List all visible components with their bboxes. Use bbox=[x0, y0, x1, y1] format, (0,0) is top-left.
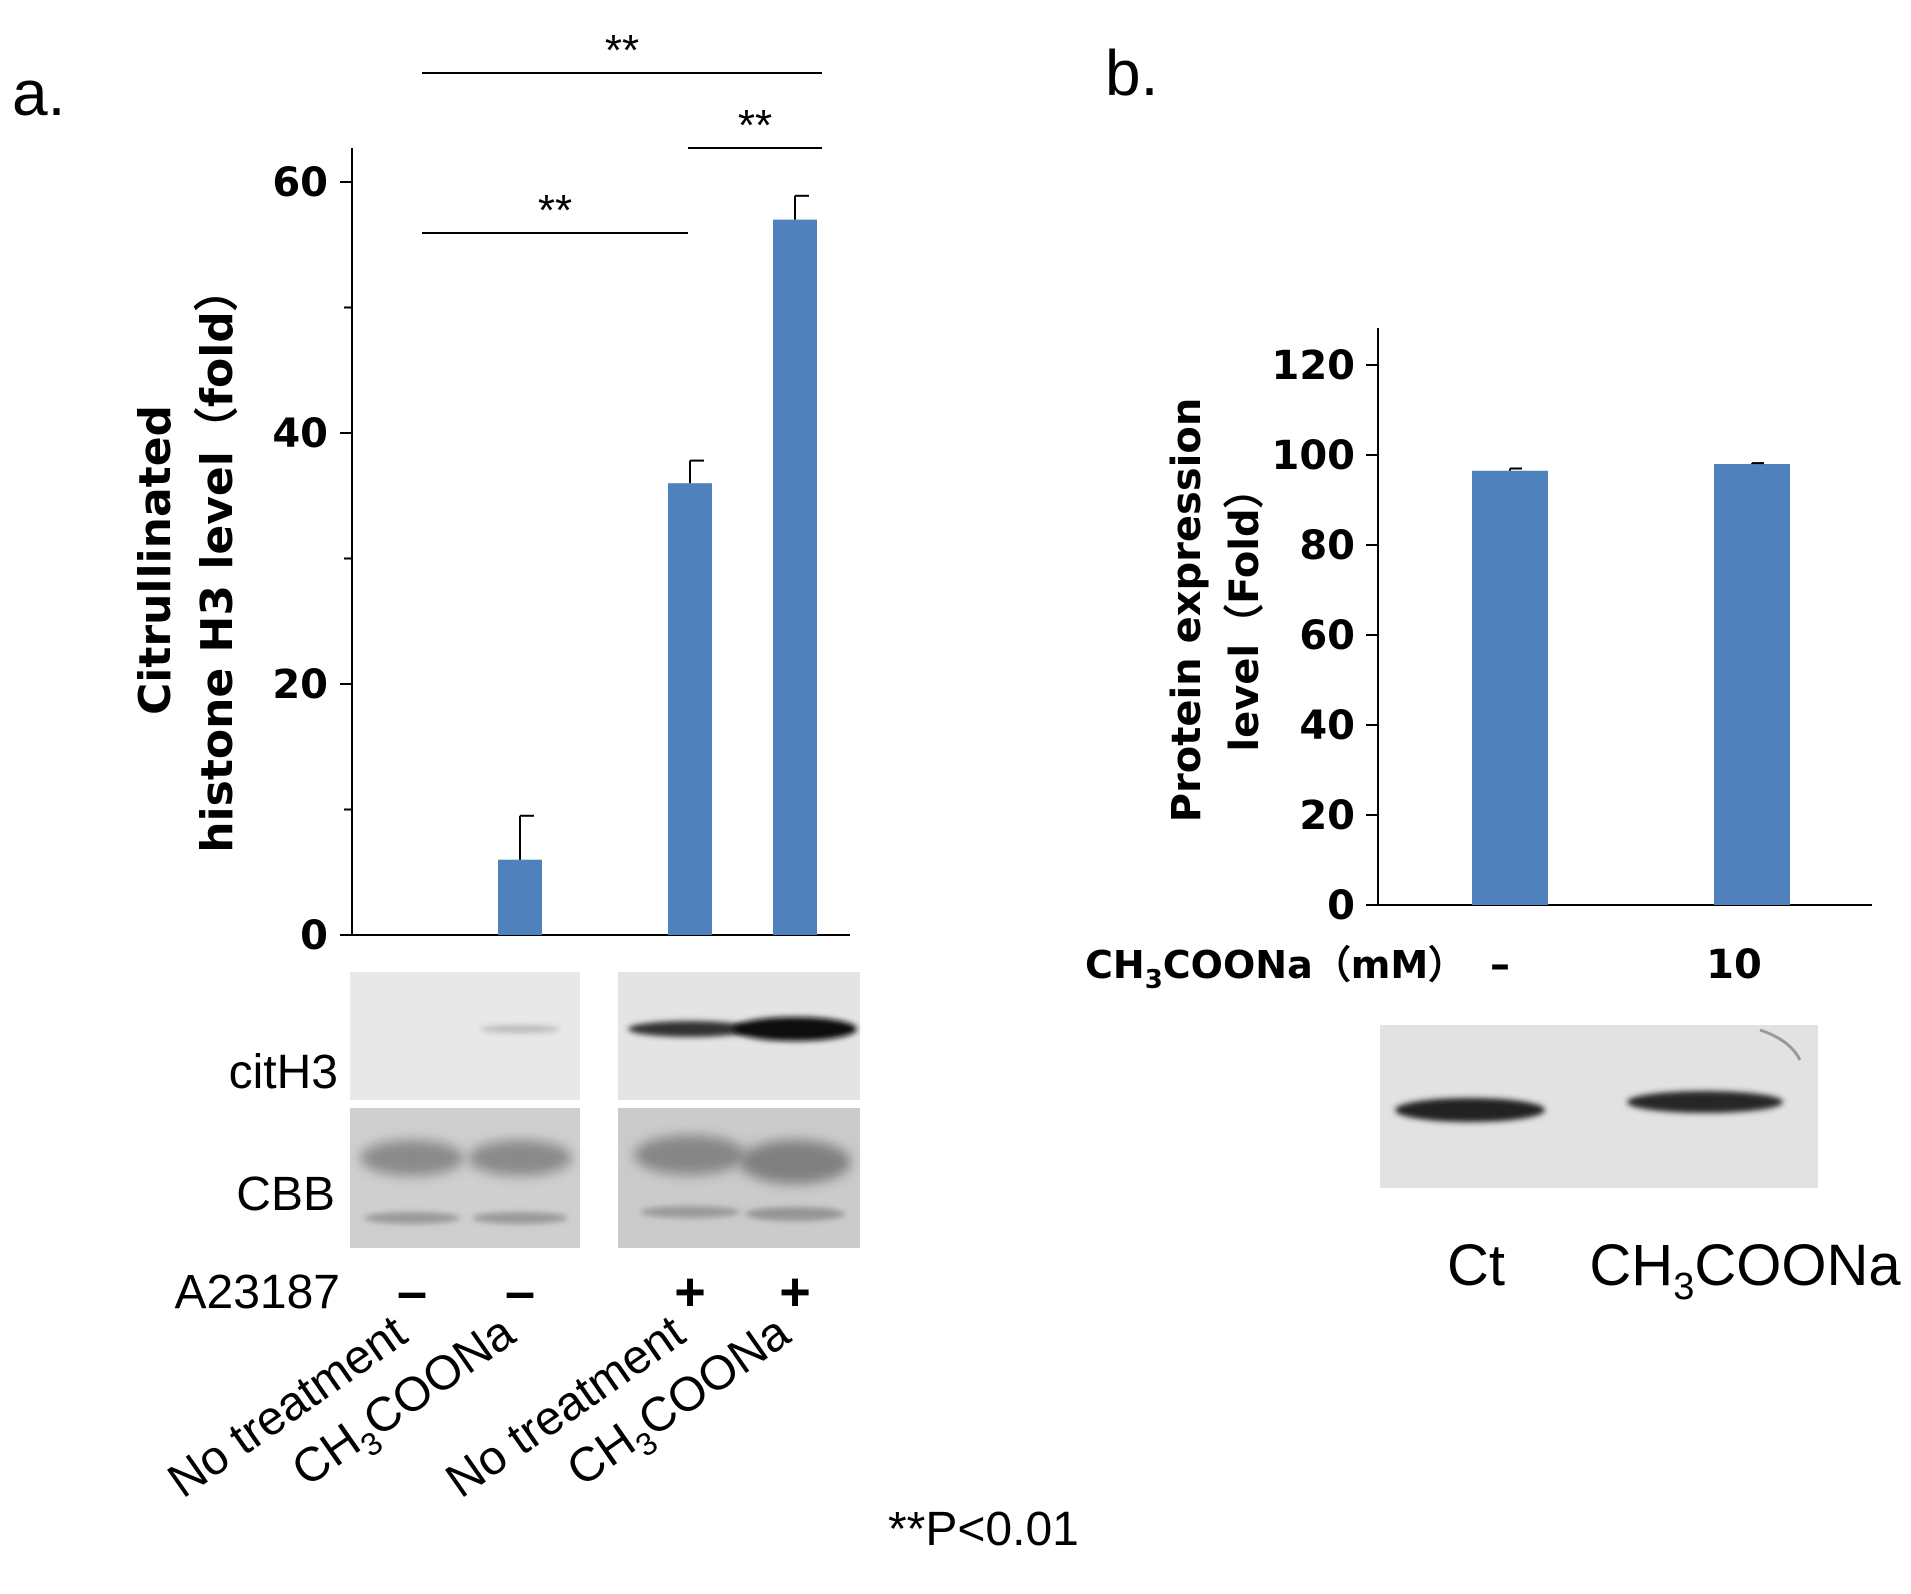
panel-b-tick-label-20: 20 bbox=[1299, 793, 1355, 839]
citH3-band-lane2 bbox=[480, 1025, 560, 1033]
cbb-lower-band-lane2 bbox=[472, 1212, 568, 1224]
panel-b-blot bbox=[1380, 1025, 1818, 1188]
panel-a-tick-label-0: 0 bbox=[300, 913, 328, 959]
cbb-lower-band-lane3 bbox=[640, 1206, 740, 1218]
panel-a-treatment-signs: – – + + bbox=[397, 1262, 811, 1322]
panel-b-label: b. bbox=[1105, 37, 1158, 109]
panel-b-bars bbox=[1472, 462, 1790, 905]
blot-label-cbb: CBB bbox=[236, 1168, 335, 1221]
panel-b-lane-label-ct: Ct bbox=[1447, 1233, 1505, 1298]
panel-a-sign-1: – bbox=[505, 1262, 535, 1322]
cbb-lower-band-lane4 bbox=[745, 1207, 845, 1221]
cbb-band-lane3 bbox=[634, 1135, 746, 1175]
panel-a-y-label-line2: histone H3 level（fold） bbox=[192, 267, 243, 853]
panel-b-lane-label-ch3coona: CH3COONa bbox=[1589, 1233, 1901, 1308]
panel-a-sig-label-2: ** bbox=[538, 186, 572, 235]
cbb-band-lane2 bbox=[468, 1140, 572, 1176]
panel-b-y-label: Protein expression level（Fold） bbox=[1164, 398, 1268, 823]
panel-b-tick-label-120: 120 bbox=[1272, 343, 1356, 389]
panel-b: b. 0 20 40 60 80 100 120 Protein expression le… bbox=[1085, 37, 1901, 1308]
panel-b-band-ch3coona bbox=[1627, 1091, 1783, 1113]
panel-b-bar-0 bbox=[1472, 470, 1548, 905]
panel-a-bar-2 bbox=[668, 483, 712, 935]
panel-b-band-ct bbox=[1395, 1098, 1545, 1122]
panel-a-tick-label-20: 20 bbox=[272, 662, 328, 708]
panel-b-x-label-main: CH bbox=[1085, 943, 1145, 987]
panel-b-lane-label-main: CH bbox=[1589, 1233, 1673, 1298]
panel-a-sign-2: + bbox=[674, 1262, 706, 1322]
panel-a-sign-3: + bbox=[779, 1262, 811, 1322]
panel-a-bars bbox=[498, 194, 817, 935]
panel-a-bar-1 bbox=[498, 859, 542, 935]
cbb-lower-band-lane1 bbox=[364, 1212, 460, 1224]
panel-b-tick-label-100: 100 bbox=[1272, 433, 1356, 479]
panel-b-tick-label-80: 80 bbox=[1299, 523, 1355, 569]
panel-a-tick-label-40: 40 bbox=[272, 411, 328, 457]
panel-a-tick-label-60: 60 bbox=[272, 160, 328, 206]
panel-b-y-label-line2: level（Fold） bbox=[1222, 468, 1268, 751]
panel-a-y-label: Citrullinated histone H3 level（fold） bbox=[130, 267, 243, 853]
panel-b-bar-1 bbox=[1714, 464, 1790, 905]
panel-b-lane-label-sub: 3 bbox=[1673, 1266, 1694, 1308]
panel-b-tick-label-40: 40 bbox=[1299, 703, 1355, 749]
citH3-band-lane4 bbox=[733, 1017, 857, 1041]
treatment-label: A23187 bbox=[175, 1266, 341, 1319]
panel-b-x-label-rest: COONa（mM） bbox=[1163, 943, 1466, 987]
panel-a-y-ticks: 0 20 40 60 bbox=[272, 160, 352, 959]
panel-b-tick-label-60: 60 bbox=[1299, 613, 1355, 659]
panel-b-blot-artifact bbox=[1759, 1028, 1802, 1061]
panel-b-x-label-sub: 3 bbox=[1145, 965, 1163, 995]
panel-a: a. 0 20 40 60 Citrullinated histone H3 leve… bbox=[12, 26, 1079, 1556]
panel-b-categories: – 10 bbox=[1490, 942, 1762, 988]
panel-b-category-0: – bbox=[1490, 942, 1510, 988]
panel-a-sig-label-0: ** bbox=[605, 26, 639, 75]
panel-a-bar-3 bbox=[773, 219, 817, 935]
panel-a-sign-0: – bbox=[397, 1262, 427, 1322]
cbb-band-lane4 bbox=[739, 1140, 851, 1184]
citH3-band-lane3 bbox=[628, 1021, 752, 1037]
significance-note: **P<0.01 bbox=[888, 1503, 1079, 1556]
panel-b-lane-label-rest: COONa bbox=[1694, 1233, 1901, 1298]
panel-a-sig-label-1: ** bbox=[738, 101, 772, 150]
panel-b-x-label: CH3COONa（mM） bbox=[1085, 943, 1466, 995]
blot-label-citH3: citH3 bbox=[229, 1046, 338, 1099]
panel-a-y-label-line1: Citrullinated bbox=[130, 405, 181, 715]
panel-a-blot: citH3 CBB A23187 bbox=[175, 972, 860, 1319]
panel-a-significance: ** ** ** bbox=[422, 26, 822, 235]
panel-b-tick-label-0: 0 bbox=[1327, 883, 1355, 929]
citH3-blot-left bbox=[350, 972, 580, 1100]
panel-b-y-label-line1: Protein expression bbox=[1164, 398, 1210, 823]
cbb-blot-left bbox=[350, 1108, 580, 1248]
panel-b-category-1: 10 bbox=[1706, 942, 1762, 988]
panel-b-y-ticks: 0 20 40 60 80 100 120 bbox=[1272, 343, 1378, 929]
panel-a-label: a. bbox=[12, 57, 65, 129]
cbb-band-lane1 bbox=[360, 1140, 464, 1176]
